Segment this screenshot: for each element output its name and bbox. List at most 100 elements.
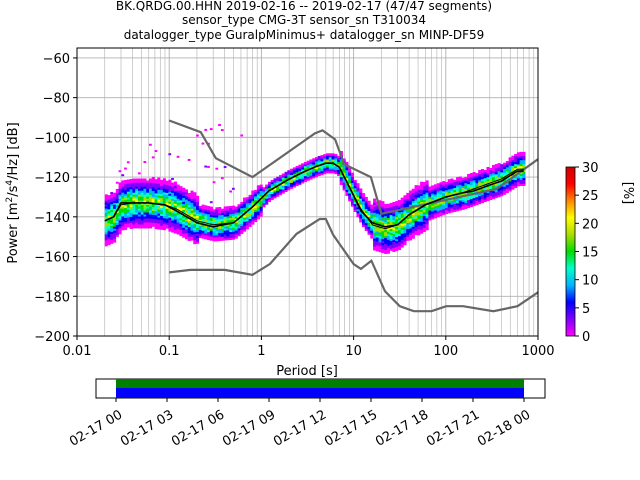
heatmap-cell: [301, 169, 305, 172]
heatmap-cell: [226, 218, 230, 221]
heatmap-cell: [370, 216, 374, 219]
heatmap-cell: [190, 224, 194, 227]
heatmap-cell: [373, 206, 377, 209]
heatmap-cell: [245, 203, 249, 206]
heatmap-cell: [149, 194, 153, 197]
heatmap-cell: [132, 190, 136, 193]
heatmap-cell: [494, 177, 498, 181]
heatmap-cell: [469, 200, 473, 204]
heatmap-cell: [149, 206, 153, 209]
heatmap-cell: [267, 193, 272, 197]
heatmap-cell: [348, 173, 352, 176]
heatmap-cell: [425, 214, 429, 217]
heatmap-cell: [151, 196, 155, 200]
heatmap-cell: [173, 185, 177, 188]
heatmap-cell: [397, 209, 402, 213]
heatmap-cell: [193, 235, 197, 239]
heatmap-cell: [425, 190, 429, 193]
heatmap-cell: [237, 210, 241, 213]
heatmap-cell: [425, 218, 429, 221]
heatmap-cell: [361, 224, 366, 228]
heatmap-cell: [140, 218, 144, 221]
heatmap-outlier: [143, 161, 147, 164]
heatmap-cell: [168, 211, 172, 214]
heatmap-cell: [406, 222, 410, 225]
heatmap-cell: [196, 241, 200, 244]
heatmap-cell: [353, 201, 357, 205]
heatmap-cell: [237, 232, 241, 235]
heatmap-cell: [458, 198, 462, 201]
heatmap-cell: [132, 222, 136, 225]
heatmap-cell: [135, 192, 139, 195]
heatmap-cell: [254, 215, 258, 219]
heatmap-cell: [218, 230, 222, 234]
heatmap-cell: [414, 189, 418, 192]
heatmap-cell: [154, 226, 158, 230]
heatmap-cell: [326, 171, 330, 174]
heatmap-cell: [461, 181, 465, 185]
heatmap-cell: [284, 177, 288, 181]
heatmap-cell: [140, 212, 144, 215]
heatmap-cell: [143, 218, 147, 221]
heatmap-cell: [422, 219, 426, 223]
heatmap-cell: [494, 183, 498, 187]
heatmap-cell: [458, 176, 462, 179]
heatmap-cell: [478, 199, 482, 203]
heatmap-cell: [503, 176, 507, 179]
heatmap-cell: [149, 178, 153, 181]
heatmap-cell: [184, 209, 189, 212]
heatmap-cell: [129, 210, 133, 214]
heatmap-cell: [359, 188, 363, 191]
heatmap-cell: [384, 239, 388, 243]
heatmap-cell: [417, 227, 421, 230]
heatmap-cell: [373, 248, 377, 251]
heatmap-cell: [143, 204, 147, 207]
heatmap-cell: [503, 172, 507, 175]
heatmap-cell: [458, 182, 462, 185]
heatmap-cell: [353, 191, 357, 195]
heatmap-cell: [478, 172, 482, 175]
heatmap-cell: [110, 201, 114, 205]
heatmap-cell: [331, 155, 335, 158]
heatmap-cell: [469, 198, 473, 202]
heatmap-cell: [279, 186, 283, 190]
heatmap-cell: [204, 217, 208, 220]
heatmap-cell: [500, 172, 504, 175]
heatmap-cell: [389, 244, 393, 247]
heatmap-cell: [223, 212, 227, 215]
heatmap-cell: [392, 211, 396, 215]
heatmap-cell: [420, 189, 424, 192]
heatmap-cell: [201, 206, 205, 209]
heatmap-outlier: [220, 129, 224, 132]
heatmap-cell: [168, 217, 172, 220]
heatmap-cell: [292, 177, 296, 180]
heatmap-cell: [331, 171, 335, 174]
heatmap-cell: [395, 218, 399, 222]
heatmap-cell: [218, 212, 222, 216]
heatmap-cell: [417, 219, 421, 222]
heatmap-cell: [157, 185, 161, 188]
heatmap-cell: [350, 198, 354, 201]
heatmap-cell: [107, 207, 111, 210]
heatmap-cell: [207, 206, 211, 209]
heatmap-cell: [168, 185, 172, 188]
heatmap-cell: [386, 245, 390, 248]
heatmap-cell: [442, 189, 446, 192]
heatmap-cell: [157, 215, 161, 218]
heatmap-outlier: [173, 188, 177, 191]
heatmap-cell: [173, 215, 177, 218]
heatmap-cell: [392, 241, 396, 245]
heatmap-cell: [149, 212, 153, 215]
heatmap-cell: [118, 206, 122, 209]
heatmap-cell: [193, 214, 197, 217]
heatmap-cell: [267, 199, 272, 202]
heatmap-cell: [320, 155, 324, 158]
heatmap-cell: [129, 220, 133, 223]
heatmap-cell: [126, 211, 130, 214]
heatmap-cell: [444, 189, 449, 193]
heatmap-cell: [165, 206, 169, 209]
heatmap-cell: [497, 190, 501, 194]
heatmap-cell: [220, 218, 224, 221]
heatmap-cell: [295, 179, 299, 183]
heatmap-cell: [409, 192, 413, 195]
